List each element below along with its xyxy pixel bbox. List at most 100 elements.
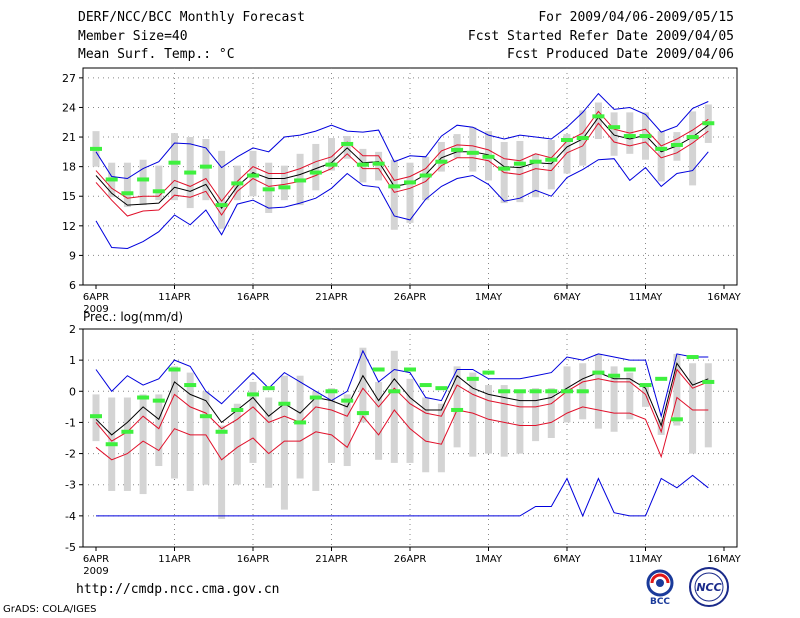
temp-panel bbox=[79, 67, 738, 289]
prec-spread-box bbox=[547, 388, 555, 438]
prec-spread-box bbox=[359, 347, 367, 423]
forecast-period: For 2009/04/06-2009/05/15 bbox=[538, 10, 734, 25]
temp-observed-marker bbox=[702, 121, 715, 126]
prec-spread-box bbox=[563, 366, 571, 423]
source-url[interactable]: http://cmdp.ncc.cma.gov.cn bbox=[76, 582, 280, 597]
prec-upper-spread-line bbox=[95, 368, 709, 442]
temp-observed-marker bbox=[231, 181, 244, 186]
temp-spread-box bbox=[437, 141, 445, 172]
temp-observed-marker bbox=[247, 173, 259, 178]
prec-spread-box bbox=[657, 419, 665, 435]
temp-observed-marker bbox=[341, 141, 354, 146]
temp-observed-marker bbox=[576, 136, 589, 141]
prec-observed-marker bbox=[231, 407, 244, 412]
prec-spread-box bbox=[186, 372, 194, 491]
prec-observed-marker bbox=[513, 389, 526, 394]
temp-spread-box bbox=[406, 162, 414, 223]
temp-spread-box bbox=[202, 139, 210, 201]
temp-observed-marker bbox=[655, 146, 668, 151]
prec-spread-box bbox=[139, 394, 147, 495]
bcc-logo-text: BCC bbox=[650, 597, 670, 606]
prec-xtick-label: 16MAY bbox=[707, 554, 741, 565]
temp-spread-box bbox=[689, 111, 697, 186]
temp-spread-box bbox=[547, 140, 555, 190]
prec-spread-box bbox=[594, 353, 602, 429]
prec-lower-envelope-line bbox=[96, 474, 709, 518]
temp-ytick-label: 12 bbox=[62, 220, 76, 233]
prec-observed-marker bbox=[608, 373, 621, 378]
prec-spread-box bbox=[312, 391, 320, 491]
temp-observed-marker bbox=[482, 154, 495, 159]
temp-lower-envelope-line bbox=[95, 151, 709, 250]
prec-spread-box bbox=[469, 372, 477, 457]
prec-observed-marker bbox=[199, 414, 212, 419]
temp-observed-marker bbox=[435, 159, 448, 164]
prec-ensemble-mean-line bbox=[95, 362, 709, 436]
temp-observed-marker bbox=[466, 150, 479, 155]
prec-observed-marker bbox=[388, 389, 401, 394]
temp-observed-marker bbox=[608, 125, 621, 130]
prec-ytick-label: 1 bbox=[69, 354, 76, 367]
prec-spread-box bbox=[689, 363, 697, 454]
temp-observed-marker bbox=[639, 134, 652, 139]
prec-xtick-label: 6MAY bbox=[553, 554, 581, 565]
temp-spread-box bbox=[657, 131, 665, 182]
temp-xtick-label: 26APR bbox=[394, 292, 427, 303]
prec-spread-box bbox=[406, 378, 414, 463]
prec-observed-marker bbox=[639, 383, 652, 388]
prec-xtick-label: 1MAY bbox=[475, 554, 503, 565]
prec-observed-marker bbox=[262, 386, 275, 391]
temp-ytick-label: 9 bbox=[69, 249, 76, 262]
temp-spread-box bbox=[594, 102, 602, 140]
grads-credit: GrADS: COLA/IGES bbox=[3, 604, 97, 615]
prec-observed-marker bbox=[655, 376, 668, 381]
temp-ytick-label: 6 bbox=[69, 279, 76, 292]
prec-xtick-label: 26APR bbox=[394, 554, 427, 565]
temp-observed-marker bbox=[90, 146, 102, 151]
temp-spread-box bbox=[390, 159, 398, 230]
prec-xtick-label: 11MAY bbox=[629, 554, 663, 565]
prec-observed-marker bbox=[325, 389, 338, 394]
temp-observed-marker bbox=[121, 191, 134, 196]
prec-observed-marker bbox=[670, 417, 683, 422]
temp-ytick-label: 15 bbox=[62, 190, 76, 203]
temp-xtick-label: 6MAY bbox=[553, 292, 581, 303]
prec-spread-box bbox=[155, 394, 163, 467]
prec-observed-marker bbox=[137, 395, 150, 400]
prec-spread-box bbox=[202, 391, 210, 485]
prec-observed-marker bbox=[247, 392, 259, 397]
prec-observed-marker bbox=[686, 355, 699, 360]
prec-spread-box bbox=[343, 394, 351, 467]
prec-observed-marker bbox=[623, 367, 636, 372]
prec-ytick-label: -3 bbox=[65, 479, 76, 492]
temp-spread-box bbox=[610, 112, 618, 156]
prec-observed-marker bbox=[702, 379, 715, 384]
prec-spread-box bbox=[532, 388, 540, 442]
temp-ytick-label: 24 bbox=[62, 101, 76, 114]
prec-observed-marker bbox=[435, 386, 448, 391]
prec-ytick-label: 2 bbox=[69, 323, 76, 336]
temp-spread-box bbox=[422, 156, 430, 201]
temp-observed-marker bbox=[670, 142, 683, 147]
temp-spread-box bbox=[532, 153, 540, 198]
prec-observed-marker bbox=[309, 395, 322, 400]
prec-spread-box bbox=[123, 397, 131, 491]
prec-ytick-label: 0 bbox=[69, 385, 76, 398]
bcc-logo: BCC bbox=[646, 569, 674, 606]
prec-upper-envelope-line bbox=[95, 349, 709, 419]
temp-observed-marker bbox=[372, 161, 385, 166]
prec-lower-spread-line bbox=[95, 396, 709, 461]
prec-observed-marker bbox=[404, 367, 416, 372]
prec-observed-marker bbox=[105, 442, 118, 447]
prec-observed-marker bbox=[561, 389, 573, 394]
fcst-start-date: Fcst Started Refer Date 2009/04/05 bbox=[467, 29, 734, 44]
prec-spread-box bbox=[375, 381, 383, 460]
prec-observed-marker bbox=[372, 367, 385, 372]
temp-observed-marker bbox=[513, 161, 526, 166]
prec-spread-box bbox=[296, 375, 304, 479]
temp-xtick-label: 21APR bbox=[315, 292, 348, 303]
temp-observed-marker bbox=[325, 162, 338, 167]
prec-xtick-label: 11APR bbox=[158, 554, 191, 565]
temp-observed-marker bbox=[199, 164, 212, 169]
prec-observed-marker bbox=[592, 370, 605, 375]
